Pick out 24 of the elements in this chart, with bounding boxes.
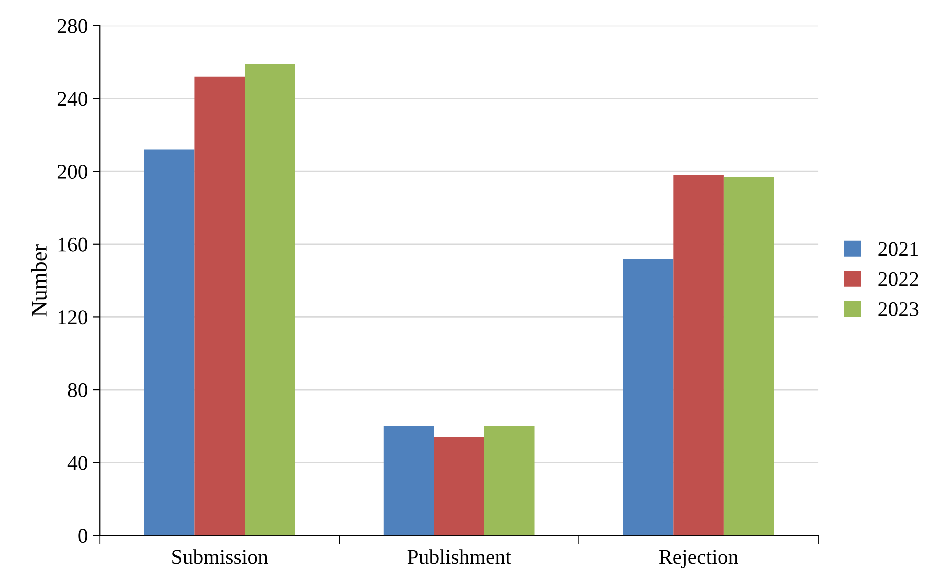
y-tick-label: 200 (58, 164, 88, 179)
bar (674, 175, 724, 536)
legend-label: 2022 (878, 272, 918, 286)
y-tick-label: 80 (68, 383, 88, 398)
legend-label: 2023 (878, 302, 919, 316)
bar (724, 177, 774, 536)
y-tick-label: 160 (58, 238, 88, 252)
x-tick-label: Publishment (408, 550, 512, 564)
y-tick-label: 0 (78, 529, 88, 544)
y-tick-label: 120 (58, 310, 88, 325)
y-tick-label: 280 (58, 19, 88, 34)
y-tick-label: 240 (58, 92, 88, 106)
bar (484, 426, 535, 536)
bar (245, 64, 296, 536)
legend-label: 2021 (878, 242, 918, 256)
bar (434, 437, 484, 536)
bar (384, 426, 434, 536)
x-tick-label: Rejection (659, 550, 738, 568)
bar (623, 258, 674, 536)
bar (194, 76, 245, 536)
x-tick-label: Submission (172, 550, 268, 564)
y-axis-title: Number (31, 244, 47, 317)
bar (144, 150, 195, 536)
y-tick-label: 40 (68, 456, 88, 470)
